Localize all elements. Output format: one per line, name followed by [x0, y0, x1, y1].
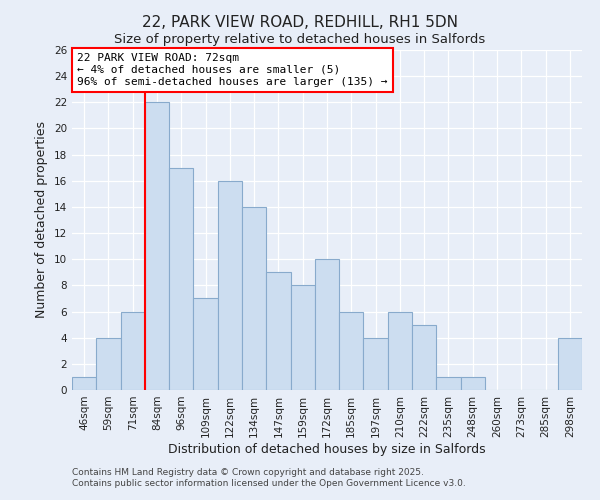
Bar [96, 338, 121, 390]
Bar [193, 298, 218, 390]
Text: Size of property relative to detached houses in Salfords: Size of property relative to detached ho… [115, 32, 485, 46]
Text: 22, PARK VIEW ROAD, REDHILL, RH1 5DN: 22, PARK VIEW ROAD, REDHILL, RH1 5DN [142, 15, 458, 30]
Y-axis label: Number of detached properties: Number of detached properties [35, 122, 49, 318]
Bar [364, 338, 388, 390]
Bar [121, 312, 145, 390]
Bar [169, 168, 193, 390]
X-axis label: Distribution of detached houses by size in Salfords: Distribution of detached houses by size … [168, 442, 486, 456]
Bar [461, 377, 485, 390]
Bar [412, 324, 436, 390]
Bar [266, 272, 290, 390]
Bar [145, 102, 169, 390]
Text: 22 PARK VIEW ROAD: 72sqm
← 4% of detached houses are smaller (5)
96% of semi-det: 22 PARK VIEW ROAD: 72sqm ← 4% of detache… [77, 54, 388, 86]
Bar [290, 286, 315, 390]
Text: Contains HM Land Registry data © Crown copyright and database right 2025.
Contai: Contains HM Land Registry data © Crown c… [72, 468, 466, 487]
Bar [315, 259, 339, 390]
Bar [242, 207, 266, 390]
Bar [339, 312, 364, 390]
Bar [436, 377, 461, 390]
Bar [558, 338, 582, 390]
Bar [388, 312, 412, 390]
Bar [72, 377, 96, 390]
Bar [218, 181, 242, 390]
